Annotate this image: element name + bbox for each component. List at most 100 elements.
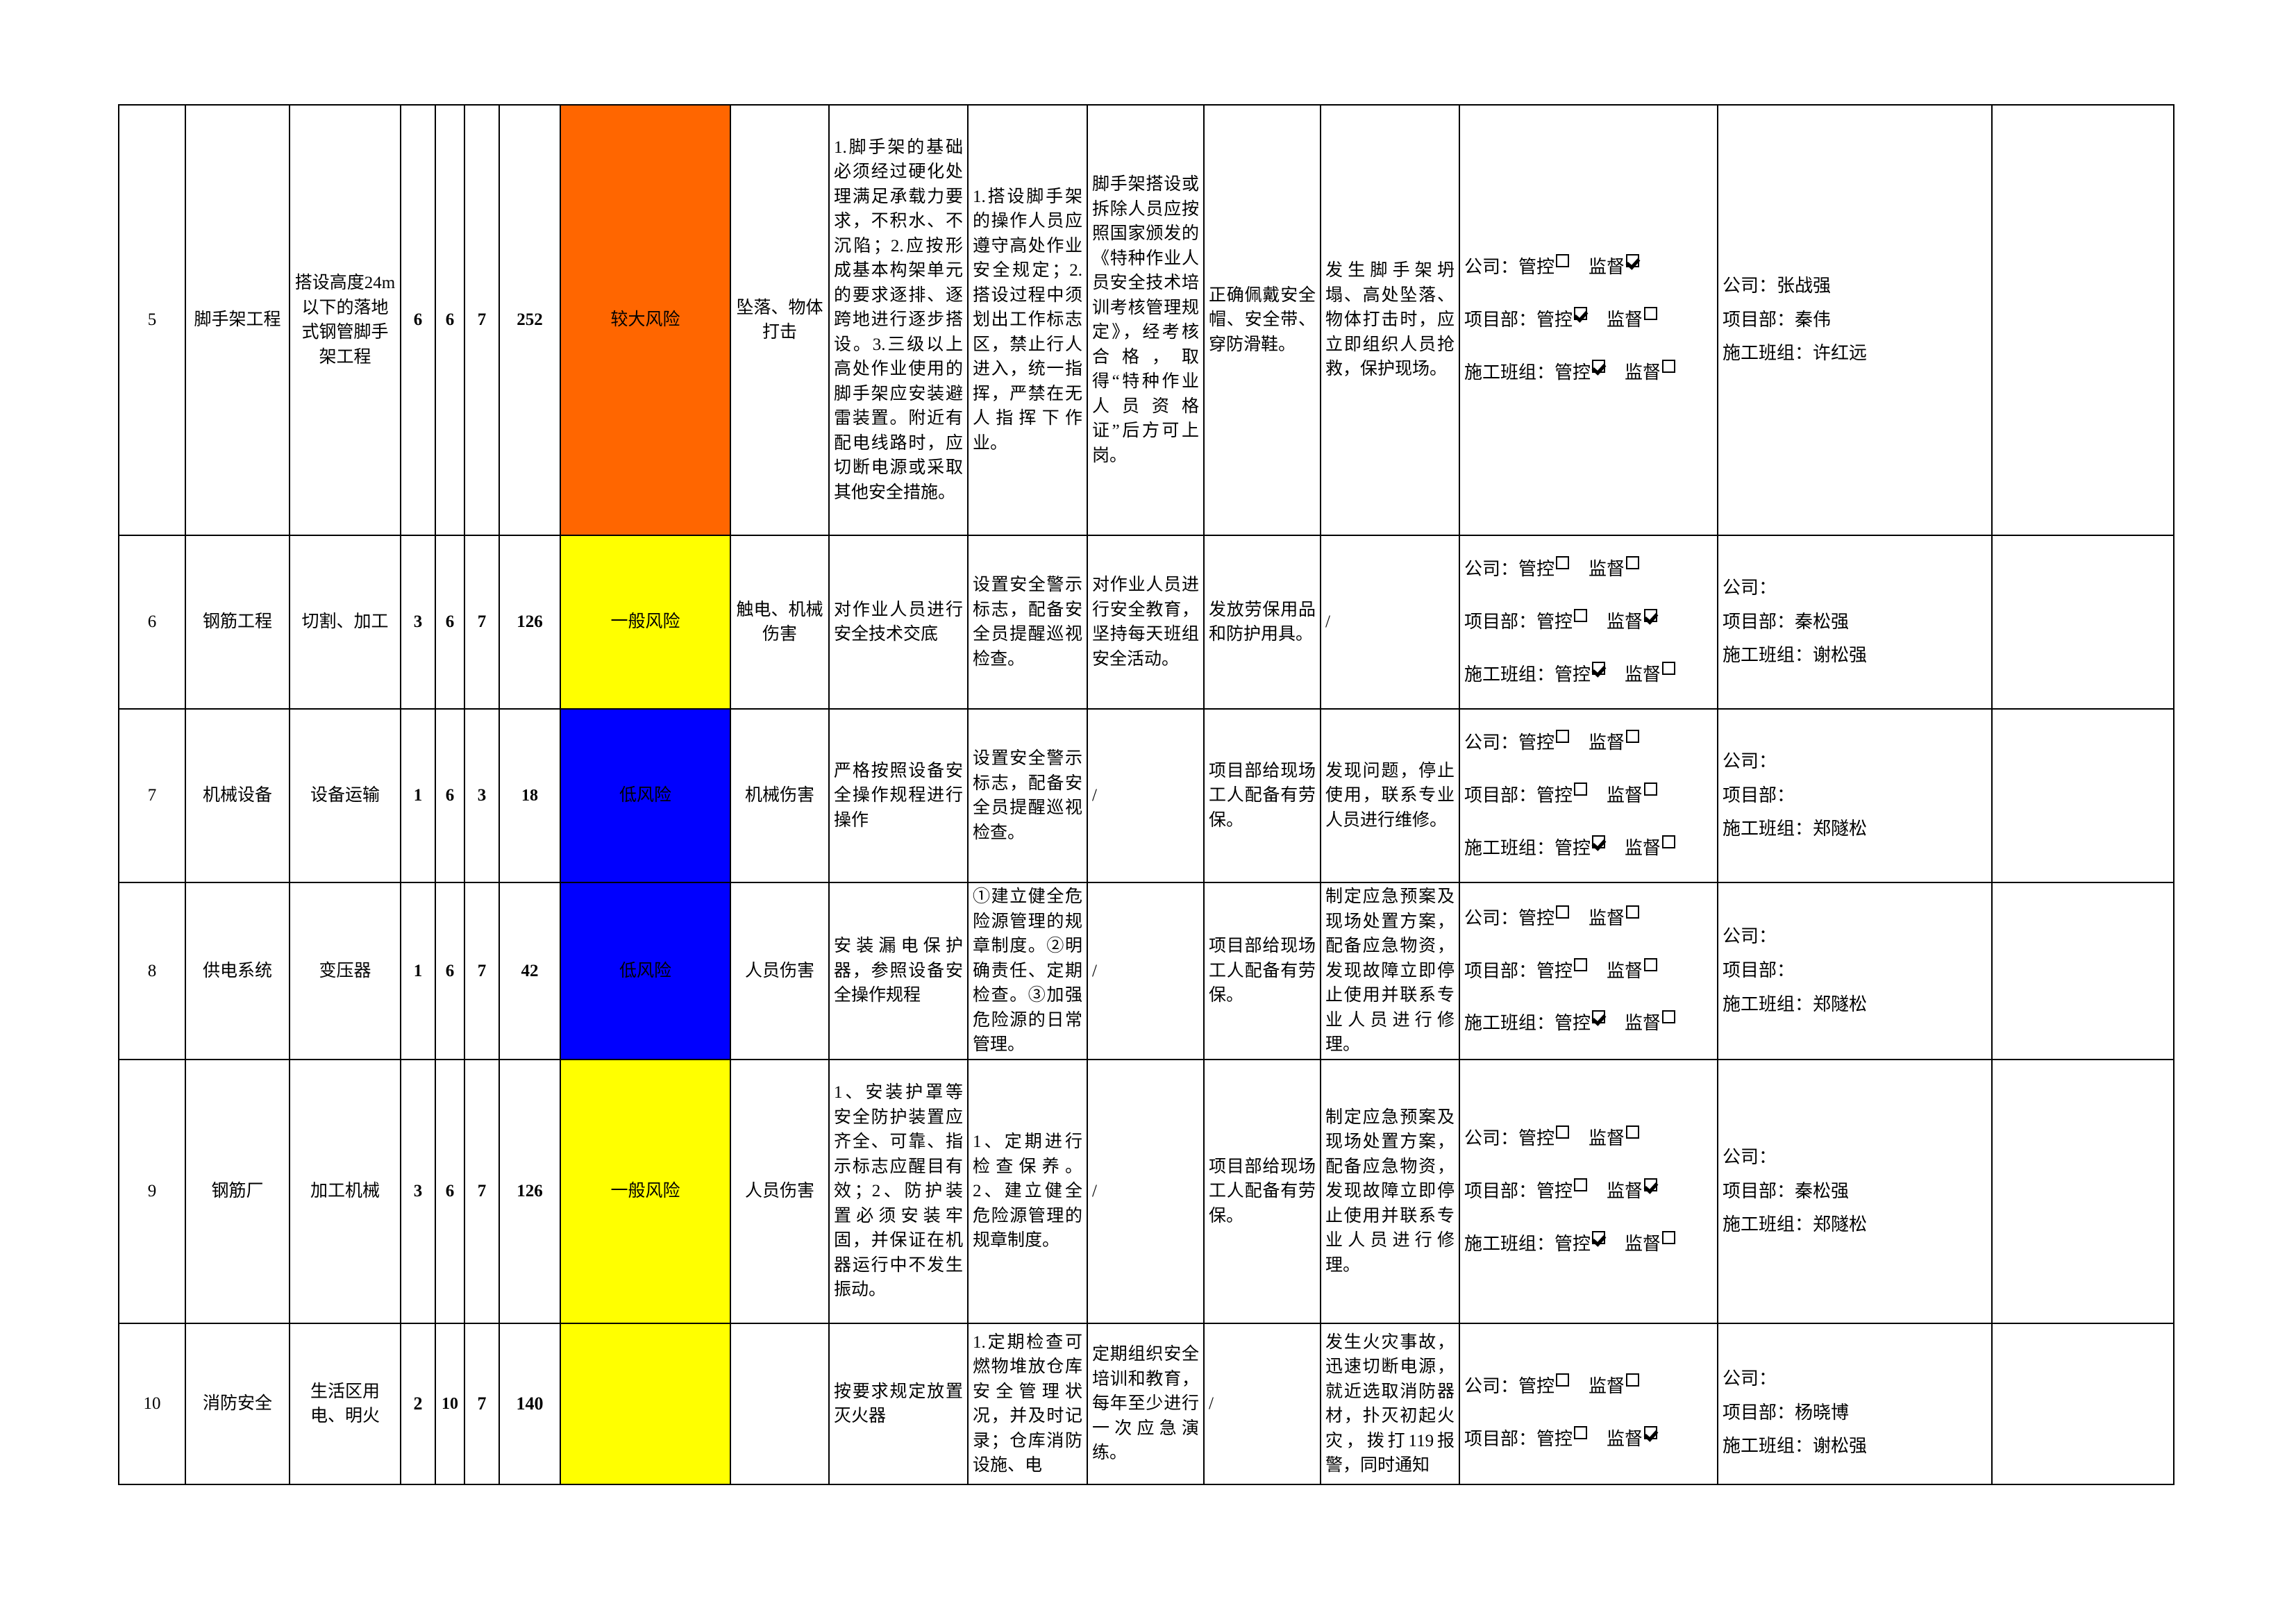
responsible-company: 公司：: [1723, 924, 1987, 950]
cell-consequence-C: 7: [464, 1059, 500, 1324]
control-company-manage-label: 管控: [1518, 257, 1555, 278]
team-manage-checkbox[interactable]: [1592, 1230, 1606, 1244]
table-row[interactable]: 10 消防安全 生活区用电、明火 2 10 7 140 按要求规定放置灭火器 1…: [118, 1323, 2175, 1485]
company-supervise-checkbox[interactable]: [1626, 556, 1640, 570]
cell-exposure-E: 6: [435, 1059, 465, 1324]
control-line-project-dept[interactable]: 项目部：管控 监督: [1464, 782, 1713, 809]
control-team-label: 施工班组：: [1464, 664, 1555, 685]
team-manage-checkbox[interactable]: [1592, 835, 1606, 848]
company-supervise-checkbox[interactable]: [1626, 254, 1640, 268]
cell-responsible-persons: 公司： 项目部： 施工班组：郑隧松: [1717, 708, 1993, 883]
control-line-project-dept[interactable]: 项目部：管控 监督: [1464, 1178, 1713, 1205]
cell-likelihood-L: 6: [400, 104, 436, 536]
cell-risk-value-D: 126: [498, 535, 561, 710]
company-manage-checkbox[interactable]: [1556, 1125, 1570, 1139]
table-row[interactable]: 5 脚手架工程 搭设高度24m以下的落地式钢管脚手架工程 6 6 7 252 较…: [118, 104, 2175, 536]
cell-control-level[interactable]: 公司：管控 监督 项目部：管控 监督 施工班组：管控 监督: [1459, 104, 1718, 536]
control-line-company[interactable]: 公司：管控 监督: [1464, 254, 1713, 281]
company-supervise-checkbox[interactable]: [1626, 730, 1640, 744]
responsible-project: 项目部：秦伟: [1723, 308, 1987, 333]
control-line-work-team[interactable]: 施工班组：管控 监督: [1464, 1230, 1713, 1257]
cell-consequence-C: 7: [464, 882, 500, 1060]
cell-management-measure: 1.定期检查可燃物堆放仓库安全管理状况，并及时记录；仓库消防设施、电: [967, 1323, 1088, 1485]
control-project-manage-label: 管控: [1536, 960, 1573, 981]
cell-consequence-C: 7: [464, 1323, 500, 1485]
cell-work-part: 钢筋厂: [185, 1059, 290, 1324]
control-team-supervise-label: 监督: [1625, 837, 1661, 858]
control-project-supervise-label: 监督: [1607, 1181, 1643, 1202]
team-manage-checkbox[interactable]: [1592, 1010, 1606, 1024]
control-company-manage-label: 管控: [1518, 559, 1555, 580]
company-supervise-checkbox[interactable]: [1626, 1373, 1640, 1387]
cell-control-level[interactable]: 公司：管控 监督 项目部：管控 监督 施工班组：管控 监督: [1459, 882, 1718, 1060]
company-manage-checkbox[interactable]: [1556, 730, 1570, 744]
project-manage-checkbox[interactable]: [1574, 1426, 1588, 1439]
control-line-work-team[interactable]: 施工班组：管控 监督: [1464, 1010, 1713, 1037]
cell-control-level[interactable]: 公司：管控 监督 项目部：管控 监督 施工班组：管控 监督: [1459, 708, 1718, 883]
cell-control-level[interactable]: 公司：管控 监督 项目部：管控 监督 施工班组：管控 监督: [1459, 535, 1718, 710]
cell-management-measure: 设置安全警示标志，配备安全员提醒巡视检查。: [967, 535, 1088, 710]
project-manage-checkbox[interactable]: [1574, 957, 1588, 971]
control-line-project-dept[interactable]: 项目部：管控 监督: [1464, 609, 1713, 635]
project-manage-checkbox[interactable]: [1574, 609, 1588, 623]
control-company-label: 公司：: [1464, 907, 1519, 928]
team-supervise-checkbox[interactable]: [1662, 835, 1676, 848]
company-manage-checkbox[interactable]: [1556, 254, 1570, 268]
table-row[interactable]: 7 机械设备 设备运输 1 6 3 18 低风险 机械伤害 严格按照设备安全操作…: [118, 708, 2175, 883]
team-manage-checkbox[interactable]: [1592, 661, 1606, 675]
control-line-work-team[interactable]: 施工班组：管控 监督: [1464, 359, 1713, 386]
cell-risk-level: 一般风险: [560, 535, 731, 710]
project-manage-checkbox[interactable]: [1574, 782, 1588, 796]
responsible-company-label: 公司：: [1723, 926, 1777, 947]
control-line-company[interactable]: 公司：管控 监督: [1464, 556, 1713, 583]
project-supervise-checkbox[interactable]: [1644, 782, 1658, 796]
control-line-company[interactable]: 公司：管控 监督: [1464, 1373, 1713, 1400]
control-line-company[interactable]: 公司：管控 监督: [1464, 1125, 1713, 1152]
control-line-work-team[interactable]: 施工班组：管控 监督: [1464, 661, 1713, 688]
cell-activity: 设备运输: [289, 708, 401, 883]
table-row[interactable]: 8 供电系统 变压器 1 6 7 42 低风险 人员伤害 安装漏电保护器，参照设…: [118, 882, 2175, 1060]
cell-activity: 加工机械: [289, 1059, 401, 1324]
responsible-team-name: 郑隧松: [1813, 994, 1868, 1014]
project-manage-checkbox[interactable]: [1574, 307, 1588, 321]
control-company-label: 公司：: [1464, 257, 1519, 278]
control-line-company[interactable]: 公司：管控 监督: [1464, 730, 1713, 756]
team-manage-checkbox[interactable]: [1592, 359, 1606, 373]
project-supervise-checkbox[interactable]: [1644, 957, 1658, 971]
control-line-project-dept[interactable]: 项目部：管控 监督: [1464, 307, 1713, 333]
responsible-company: 公司：: [1723, 1145, 1987, 1171]
control-line-work-team[interactable]: 施工班组：管控 监督: [1464, 835, 1713, 862]
team-supervise-checkbox[interactable]: [1662, 661, 1676, 675]
project-supervise-checkbox[interactable]: [1644, 307, 1658, 321]
company-supervise-checkbox[interactable]: [1626, 1125, 1640, 1139]
project-manage-checkbox[interactable]: [1574, 1178, 1588, 1192]
control-line-project-dept[interactable]: 项目部：管控 监督: [1464, 957, 1713, 985]
project-supervise-checkbox[interactable]: [1644, 609, 1658, 623]
control-team-manage-label: 管控: [1555, 664, 1591, 685]
team-supervise-checkbox[interactable]: [1662, 1230, 1676, 1244]
company-manage-checkbox[interactable]: [1556, 556, 1570, 570]
company-manage-checkbox[interactable]: [1556, 1373, 1570, 1387]
cell-emergency-measure: 发生脚手架坍塌、高处坠落、物体打击时，应立即组织人员抢救，保护现场。: [1320, 104, 1460, 536]
cell-responsible-persons: 公司：张战强 项目部：秦伟 施工班组：许红远: [1717, 104, 1993, 536]
cell-control-level[interactable]: 公司：管控 监督 项目部：管控 监督: [1459, 1323, 1718, 1485]
control-project-supervise-label: 监督: [1607, 1429, 1643, 1449]
responsible-team-label: 施工班组：: [1723, 343, 1813, 364]
team-supervise-checkbox[interactable]: [1662, 1010, 1676, 1024]
cell-hazard-type: 触电、机械伤害: [730, 535, 830, 710]
table-row[interactable]: 6 钢筋工程 切割、加工 3 6 7 126 一般风险 触电、机械伤害 对作业人…: [118, 535, 2175, 710]
project-supervise-checkbox[interactable]: [1644, 1178, 1658, 1192]
control-team-label: 施工班组：: [1464, 362, 1555, 383]
team-supervise-checkbox[interactable]: [1662, 359, 1676, 373]
company-supervise-checkbox[interactable]: [1626, 905, 1640, 919]
cell-engineering-measure: 严格按照设备安全操作规程进行操作: [828, 708, 969, 883]
cell-risk-value-D: 140: [498, 1323, 561, 1485]
control-line-project-dept[interactable]: 项目部：管控 监督: [1464, 1426, 1713, 1453]
table-row[interactable]: 9 钢筋厂 加工机械 3 6 7 126 一般风险 人员伤害 1、安装护罩等安全…: [118, 1059, 2175, 1324]
cell-control-level[interactable]: 公司：管控 监督 项目部：管控 监督 施工班组：管控 监督: [1459, 1059, 1718, 1324]
company-manage-checkbox[interactable]: [1556, 905, 1570, 919]
control-company-label: 公司：: [1464, 1376, 1519, 1397]
control-line-company[interactable]: 公司：管控 监督: [1464, 905, 1713, 932]
project-supervise-checkbox[interactable]: [1644, 1426, 1658, 1439]
responsible-team-label: 施工班组：: [1723, 994, 1813, 1014]
